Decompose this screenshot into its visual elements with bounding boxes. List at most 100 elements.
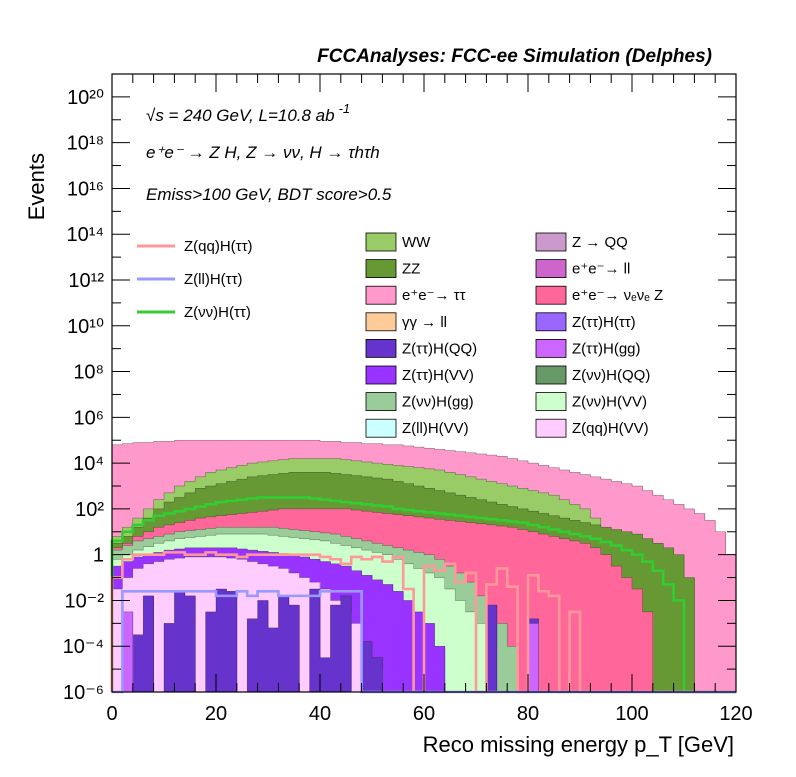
hist-bin <box>184 595 196 692</box>
legend-fill-swatch <box>365 285 397 305</box>
y-tick-label: 10²⁰ <box>67 87 104 109</box>
selection-annotation: Emiss>100 GeV, BDT score>0.5 <box>146 185 392 204</box>
legend-fill-swatch <box>365 232 397 252</box>
hist-bin <box>122 611 134 692</box>
hist-bin <box>320 657 331 692</box>
hist-bin <box>538 534 550 692</box>
legend-fill-label: Z(ττ)H(QQ) <box>402 340 477 357</box>
legend-fill-label: Z(ττ)H(VV) <box>402 367 474 384</box>
legend-fill-swatch <box>535 232 567 252</box>
x-tick-label: 40 <box>309 703 331 725</box>
legend-fill-label: WW <box>402 234 431 251</box>
hist-bin <box>372 579 383 692</box>
y-tick-label: 10¹⁴ <box>67 224 105 246</box>
legend-fill-label: Z(ll)H(VV) <box>402 420 469 437</box>
hist-bin <box>704 520 716 692</box>
legend-fill-label: e⁺e⁻→ ll <box>572 261 630 278</box>
y-tick-label: 10¹² <box>68 270 104 292</box>
stacked-legend: WW Z → QQ ZZ e⁺e⁻→ ll e⁺e⁻→ ττ e⁺e⁻→ νₑνₑ Z γγ… <box>365 232 663 438</box>
legend-fill-swatch <box>535 338 567 358</box>
legend-fill-swatch <box>365 312 397 332</box>
hist-bin <box>143 595 154 692</box>
x-tick-label: 20 <box>205 703 227 725</box>
hist-bin <box>424 623 435 692</box>
hist-outline <box>112 439 736 555</box>
x-tick-label: 120 <box>719 703 752 725</box>
legend-line-label: Z(νν)H(ττ) <box>184 304 251 321</box>
legend-fill-label: Z(qq)H(VV) <box>572 420 649 437</box>
hist-bin <box>132 568 144 692</box>
hist-bin <box>392 591 404 692</box>
legend-fill-swatch <box>365 392 397 412</box>
hist-bin <box>268 627 279 692</box>
line-z-qq-h- <box>110 551 736 694</box>
legend-fill-swatch <box>535 312 567 332</box>
legend-fill-swatch <box>535 365 567 385</box>
x-tick-label: 60 <box>413 703 435 725</box>
legend-line-label: Z(ll)H(ττ) <box>184 271 243 288</box>
hist-bin <box>569 540 581 692</box>
hist-bin <box>309 589 321 692</box>
hist-bin <box>590 547 602 692</box>
hist-bin <box>216 589 227 692</box>
hist-bin <box>496 526 508 692</box>
y-tick-label: 10¹⁸ <box>67 133 104 155</box>
hist-bin <box>403 600 414 692</box>
hist-outline <box>112 472 736 693</box>
hist-bin <box>112 589 123 692</box>
legend-fill-label: Z(νν)H(QQ) <box>572 367 650 384</box>
legend-fill-swatch <box>535 285 567 305</box>
hist-bin <box>320 589 331 692</box>
hist-bin <box>413 611 425 692</box>
y-tick-label: 10¹⁶ <box>67 178 104 200</box>
y-axis-label: Events <box>24 153 49 220</box>
y-tick-label: 10⁻² <box>65 590 105 612</box>
y-tick-label: 1 <box>93 545 104 567</box>
hist-bin <box>257 600 269 692</box>
hist-z-h-qq- <box>112 588 736 693</box>
hist-bin <box>684 577 695 692</box>
line-z-h- <box>110 496 736 694</box>
hist-bin <box>340 595 352 692</box>
hist-bin <box>434 577 446 692</box>
legend-fill-label: Z(ττ)H(gg) <box>572 340 641 357</box>
energy-exponent: -1 <box>339 101 351 116</box>
hist-bin <box>694 513 706 692</box>
hist-bin <box>642 611 654 692</box>
y-tick-label: 10⁻⁶ <box>63 682 104 704</box>
hist-bin <box>351 623 362 692</box>
legend-fill-label: Z → QQ <box>572 234 628 251</box>
legend-fill-swatch <box>365 418 397 438</box>
hist-bin <box>434 646 446 692</box>
x-tick-label: 80 <box>517 703 539 725</box>
legend-fill-label: ZZ <box>402 261 420 278</box>
hist-bin <box>278 595 290 692</box>
legend-fill-label: Z(νν)H(gg) <box>402 394 474 411</box>
hist-bin <box>486 605 498 692</box>
hist-bin <box>330 605 342 692</box>
hist-bin <box>226 591 238 692</box>
y-tick-label: 10⁶ <box>74 407 104 429</box>
hist-bin <box>548 536 560 692</box>
hist-bin <box>382 584 394 692</box>
legend-fill-swatch <box>535 259 567 279</box>
hist-bin <box>455 600 466 692</box>
hist-bin <box>507 646 518 692</box>
hist-bin <box>528 531 539 692</box>
legend-fill-swatch <box>535 392 567 412</box>
hist-bin <box>673 554 685 692</box>
hist-bin <box>372 657 383 692</box>
legend-fill-swatch <box>535 418 567 438</box>
y-tick-label: 10² <box>75 499 104 521</box>
hist-bin <box>153 561 165 692</box>
hist-bin <box>496 623 508 692</box>
hist-bin <box>663 547 674 692</box>
hist-bin <box>517 529 529 692</box>
hist-bin <box>507 527 518 692</box>
hist-outline <box>112 508 736 693</box>
legend-fill-label: e⁺e⁻→ νₑνₑ Z <box>572 287 663 304</box>
hist-bin <box>559 538 570 692</box>
hist-bin <box>174 591 186 692</box>
hist-bin <box>621 577 633 692</box>
